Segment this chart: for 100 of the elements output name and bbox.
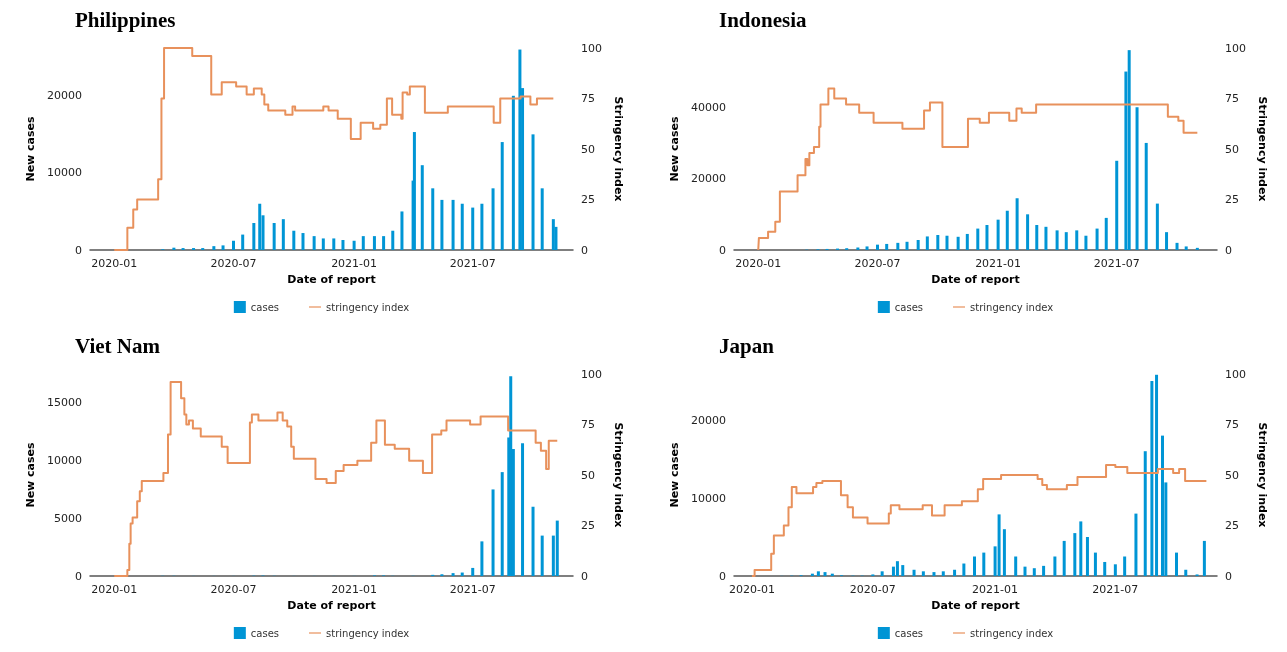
bar — [976, 228, 980, 250]
bar — [1115, 160, 1119, 250]
y-tick-label: 20000 — [691, 413, 726, 427]
bar — [1062, 540, 1066, 576]
bar — [1155, 374, 1159, 576]
bar — [885, 243, 889, 250]
bar — [500, 472, 504, 576]
bar — [420, 165, 424, 250]
bar — [1165, 232, 1169, 250]
y-axis-title: New cases — [668, 441, 682, 508]
bar — [945, 235, 949, 250]
y2-tick-label: 75 — [1225, 418, 1239, 431]
bar — [400, 211, 404, 250]
legend-label: cases — [250, 627, 280, 639]
y2-tick-label: 0 — [581, 243, 588, 257]
bar — [816, 571, 820, 576]
bar — [1161, 435, 1165, 576]
chart-title: Indonesia — [719, 7, 808, 32]
legend-label: stringency index — [970, 627, 1054, 639]
bar — [471, 207, 475, 250]
x-tick-label: 2020-07 — [210, 257, 257, 270]
y2-tick-label: 75 — [581, 92, 595, 105]
x-tick-label: 2020-07 — [210, 583, 257, 596]
bar — [431, 188, 435, 250]
bar — [412, 132, 416, 250]
x-tick-label: 2020-01 — [91, 257, 138, 270]
bar — [361, 236, 365, 250]
y2-axis-title: Stringency index — [1255, 96, 1269, 202]
bar — [232, 240, 236, 250]
legend-label: stringency index — [326, 627, 410, 639]
bar — [996, 219, 1000, 250]
x-tick-label: 2021-07 — [1093, 257, 1140, 270]
bar — [292, 230, 296, 250]
y2-tick-label: 75 — [581, 418, 595, 431]
chart-title: Japan — [719, 333, 775, 358]
bar — [1042, 565, 1046, 576]
x-tick-label: 2021-01 — [972, 583, 1019, 596]
x-tick-label: 2021-01 — [331, 257, 378, 270]
bar — [301, 233, 305, 250]
y2-tick-label: 100 — [581, 367, 602, 381]
y-axis-title: New cases — [24, 441, 38, 508]
y2-tick-label: 0 — [581, 569, 588, 583]
bar — [1113, 564, 1117, 576]
x-tick-label: 2020-01 — [735, 257, 782, 270]
x-axis-title: Date of report — [287, 272, 376, 286]
bar — [912, 569, 916, 576]
bar — [921, 571, 925, 576]
bar — [1002, 529, 1006, 576]
bar — [1103, 561, 1107, 576]
bar — [1014, 556, 1018, 576]
bar — [932, 572, 936, 576]
bar — [1150, 381, 1154, 576]
bar — [480, 203, 484, 250]
bar — [985, 225, 989, 250]
legend-label: stringency index — [326, 301, 410, 313]
bar — [1026, 214, 1030, 250]
bar — [518, 49, 522, 250]
x-tick-label: 2021-07 — [449, 583, 496, 596]
bar — [1015, 198, 1019, 250]
bar — [1093, 552, 1097, 576]
bar — [540, 535, 544, 576]
legend-label: cases — [894, 627, 924, 639]
x-axis-title: Date of report — [287, 598, 376, 612]
bar — [1075, 230, 1079, 250]
bar — [953, 569, 957, 576]
y-tick-label: 15000 — [47, 396, 82, 410]
bar — [440, 199, 444, 250]
y2-axis-title: Stringency index — [1255, 422, 1269, 528]
y2-tick-label: 0 — [1225, 569, 1232, 583]
bar — [823, 572, 827, 576]
bar — [521, 443, 525, 576]
bar — [1085, 537, 1089, 576]
bar — [1005, 210, 1009, 250]
bar — [1035, 225, 1039, 250]
y2-tick-label: 50 — [1225, 142, 1239, 156]
bar — [1064, 232, 1068, 250]
bar — [258, 203, 262, 250]
bar — [491, 489, 495, 576]
bar — [272, 223, 276, 250]
bar — [925, 236, 929, 250]
y2-tick-label: 50 — [581, 142, 595, 156]
y-axis-title: New cases — [668, 115, 682, 182]
bar — [460, 572, 464, 576]
y2-axis-title: Stringency index — [611, 96, 625, 202]
bar — [509, 376, 513, 576]
bar — [1202, 540, 1206, 576]
bar — [352, 240, 356, 250]
legend-label: cases — [894, 301, 924, 313]
bar — [451, 199, 455, 250]
y2-axis-title: Stringency index — [611, 422, 625, 528]
bar — [982, 552, 986, 576]
y-tick-label: 5000 — [54, 511, 82, 525]
y-tick-label: 10000 — [47, 166, 82, 180]
bar — [1144, 142, 1148, 250]
y-tick-label: 20000 — [47, 89, 82, 103]
y2-tick-label: 25 — [581, 519, 595, 532]
bar — [1195, 247, 1199, 250]
bar — [1175, 242, 1179, 250]
bar — [956, 236, 960, 250]
bar — [1032, 568, 1036, 576]
